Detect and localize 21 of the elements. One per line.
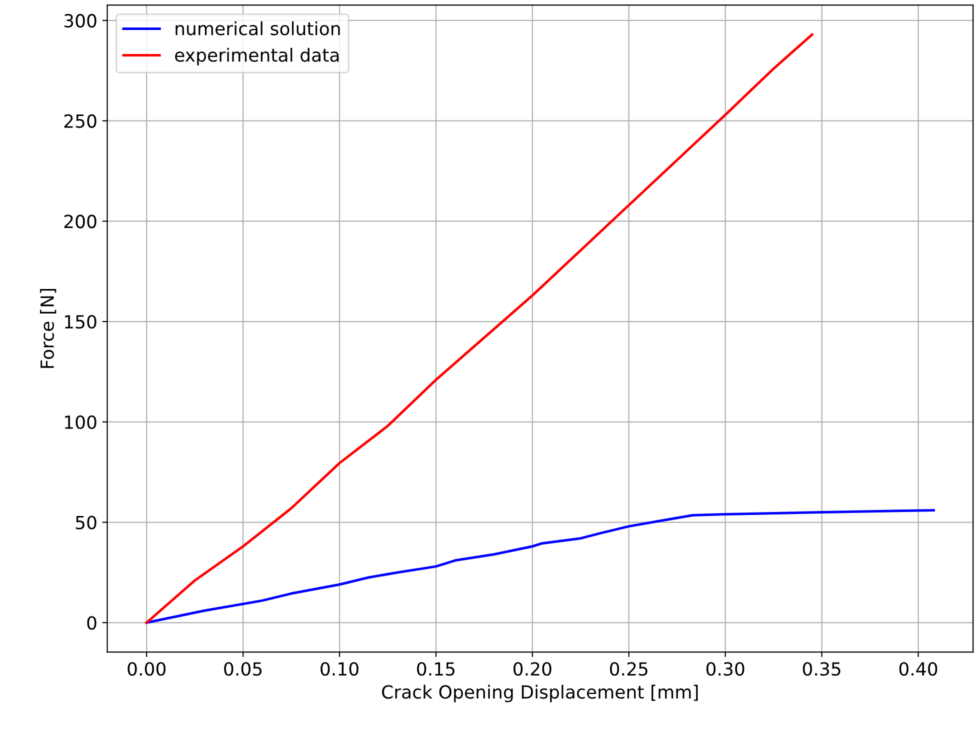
x-axis-title: Crack Opening Displacement [mm]	[382, 684, 698, 702]
legend-label: numerical solution	[176, 21, 340, 36]
x-tick-label: 0.25	[610, 662, 648, 676]
y-tick-label: 0	[87, 616, 96, 630]
y-tick-label: 50	[76, 516, 96, 530]
y-tick-label: 300	[64, 14, 96, 28]
x-tick-label: 0.35	[802, 662, 840, 676]
x-tick-label: 0.20	[514, 662, 552, 676]
line-series	[145, 508, 935, 624]
y-tick-label: 150	[65, 315, 96, 329]
legend-label: experimental data	[175, 48, 339, 66]
x-tick-label: 0.15	[417, 662, 454, 676]
x-tick-label: 0.40	[899, 662, 938, 676]
x-tick-label: 0.00	[128, 662, 166, 676]
y-tick-label: 100	[65, 415, 96, 430]
x-tick-label: 0.30	[706, 662, 744, 676]
y-axis-title: Force [N]	[40, 289, 56, 368]
y-tick-label: 250	[64, 114, 96, 128]
y-tick-label: 200	[64, 214, 96, 228]
x-tick-label: 0.05	[224, 662, 262, 676]
x-tick-label: 0.10	[320, 662, 358, 676]
